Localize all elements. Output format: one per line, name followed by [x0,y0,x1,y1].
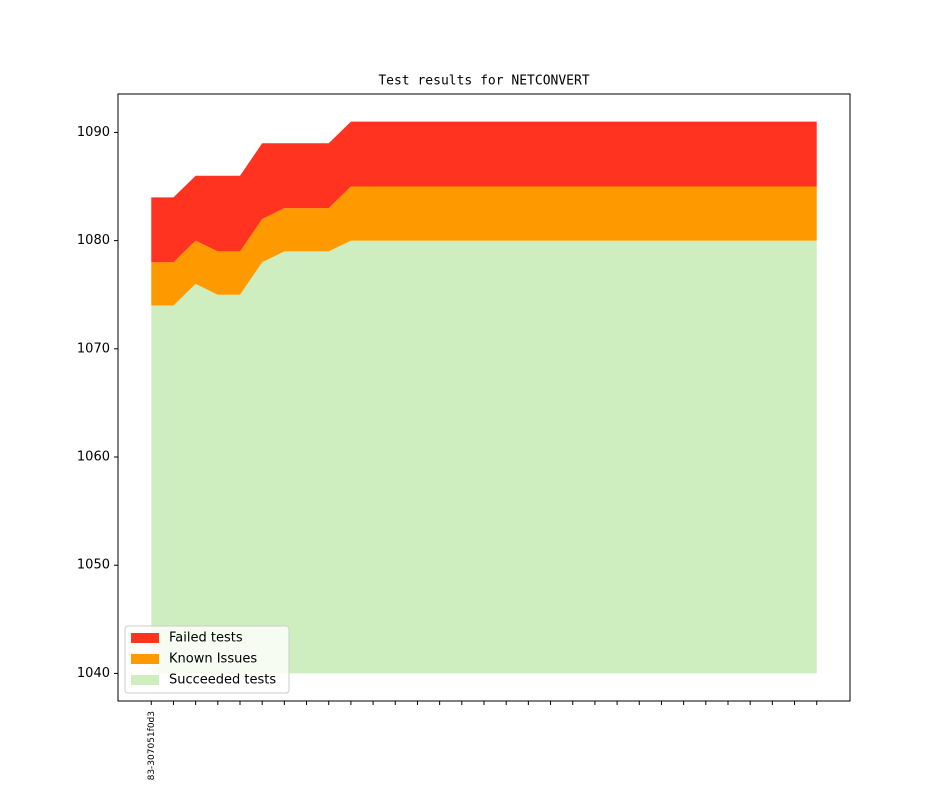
x-tick-label: 83-307051f0d3 [147,711,157,780]
legend-label: Known Issues [169,652,257,667]
legend-swatch [131,675,159,685]
y-tick-label: 1090 [77,125,110,140]
legend-swatch [131,654,159,664]
y-tick-label: 1060 [77,450,110,465]
legend-box [124,625,290,694]
chart-title: Test results for NETCONVERT [378,74,589,89]
area [151,240,817,674]
y-tick-label: 1050 [77,558,110,573]
y-tick-label: 1080 [77,233,110,248]
legend-swatch [131,633,159,643]
area [151,186,817,306]
legend-label: Failed tests [169,631,243,646]
area [151,121,817,263]
y-tick-label: 1040 [77,666,110,681]
legend-label: Succeeded tests [169,673,276,688]
y-tick-label: 1070 [77,341,110,356]
